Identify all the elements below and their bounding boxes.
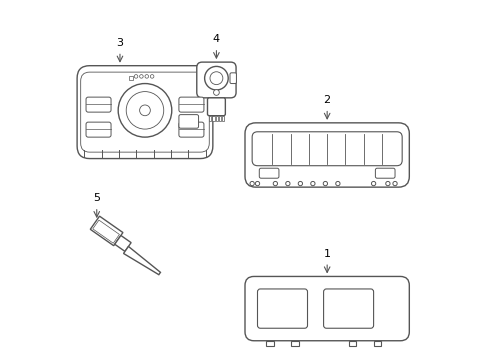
Bar xyxy=(348,341,356,346)
Circle shape xyxy=(371,181,376,186)
Circle shape xyxy=(210,72,223,85)
Circle shape xyxy=(311,181,315,186)
Circle shape xyxy=(214,90,220,95)
FancyBboxPatch shape xyxy=(375,168,395,178)
Bar xyxy=(212,116,215,121)
Bar xyxy=(222,116,224,121)
FancyBboxPatch shape xyxy=(179,122,204,137)
Circle shape xyxy=(286,181,290,186)
FancyBboxPatch shape xyxy=(252,132,402,166)
Circle shape xyxy=(205,66,228,90)
Circle shape xyxy=(298,181,302,186)
Bar xyxy=(216,116,218,121)
FancyBboxPatch shape xyxy=(207,98,225,116)
FancyBboxPatch shape xyxy=(81,72,209,152)
Polygon shape xyxy=(115,235,131,251)
Polygon shape xyxy=(93,220,120,243)
Text: 2: 2 xyxy=(323,95,331,105)
Polygon shape xyxy=(90,216,123,246)
FancyBboxPatch shape xyxy=(230,73,237,84)
Circle shape xyxy=(386,181,390,186)
Circle shape xyxy=(393,181,397,186)
Circle shape xyxy=(250,181,254,186)
Circle shape xyxy=(140,75,143,78)
Bar xyxy=(267,341,274,346)
Circle shape xyxy=(336,181,340,186)
FancyBboxPatch shape xyxy=(323,289,373,328)
FancyBboxPatch shape xyxy=(86,122,111,137)
Circle shape xyxy=(273,181,277,186)
Circle shape xyxy=(118,84,172,137)
FancyBboxPatch shape xyxy=(197,62,236,98)
Bar xyxy=(373,341,381,346)
Bar xyxy=(219,116,221,121)
Circle shape xyxy=(145,75,148,78)
FancyBboxPatch shape xyxy=(77,66,213,158)
FancyBboxPatch shape xyxy=(245,123,409,187)
Text: 5: 5 xyxy=(93,193,100,203)
FancyBboxPatch shape xyxy=(258,289,308,328)
Text: 3: 3 xyxy=(117,38,123,48)
FancyBboxPatch shape xyxy=(179,114,198,128)
FancyBboxPatch shape xyxy=(86,97,111,112)
Bar xyxy=(209,116,211,121)
FancyBboxPatch shape xyxy=(245,276,409,341)
Text: 1: 1 xyxy=(324,249,331,258)
Circle shape xyxy=(150,75,154,78)
Circle shape xyxy=(140,105,150,116)
FancyBboxPatch shape xyxy=(179,97,204,112)
Circle shape xyxy=(134,75,138,78)
Bar xyxy=(292,341,299,346)
Circle shape xyxy=(255,181,260,186)
Polygon shape xyxy=(123,247,160,275)
Bar xyxy=(129,76,133,80)
FancyBboxPatch shape xyxy=(259,168,279,178)
Circle shape xyxy=(126,91,164,129)
Text: 4: 4 xyxy=(213,34,220,44)
Circle shape xyxy=(323,181,327,186)
